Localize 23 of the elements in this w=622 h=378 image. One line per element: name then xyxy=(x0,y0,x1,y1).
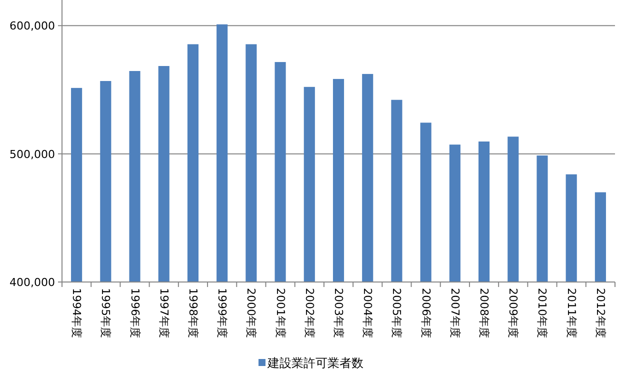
x-tick-label: 2006年度 xyxy=(419,288,432,338)
legend-label: 建設業許可業者数 xyxy=(266,356,364,370)
x-tick-label: 2002年度 xyxy=(302,288,316,338)
y-tick-label: 600,000 xyxy=(10,20,55,33)
y-tick-label: 500,000 xyxy=(10,148,55,161)
x-tick-label: 2007年度 xyxy=(448,288,462,338)
x-tick-label: 2003年度 xyxy=(332,288,345,338)
x-tick-label: 1998年度 xyxy=(186,288,200,338)
x-tick-label: 2010年度 xyxy=(536,288,549,338)
x-tick-label: 1999年度 xyxy=(216,288,229,338)
x-tick-label: 2004年度 xyxy=(361,288,374,338)
x-tick-label: 2009年度 xyxy=(506,288,520,338)
x-tick-label: 2012年度 xyxy=(594,288,607,338)
x-tick-label: 1997年度 xyxy=(157,288,170,338)
x-tick-label: 1996年度 xyxy=(128,288,142,338)
x-tick-label: 2008年度 xyxy=(478,288,491,338)
x-tick-label: 2001年度 xyxy=(274,288,287,338)
x-tick-label: 1994年度 xyxy=(70,288,84,338)
x-tick-label: 1995年度 xyxy=(99,288,112,338)
x-tick-label: 2000年度 xyxy=(244,288,258,338)
x-tick-label: 2005年度 xyxy=(390,288,404,338)
y-tick-label: 400,000 xyxy=(10,276,55,289)
x-tick-label: 2011年度 xyxy=(564,288,578,338)
